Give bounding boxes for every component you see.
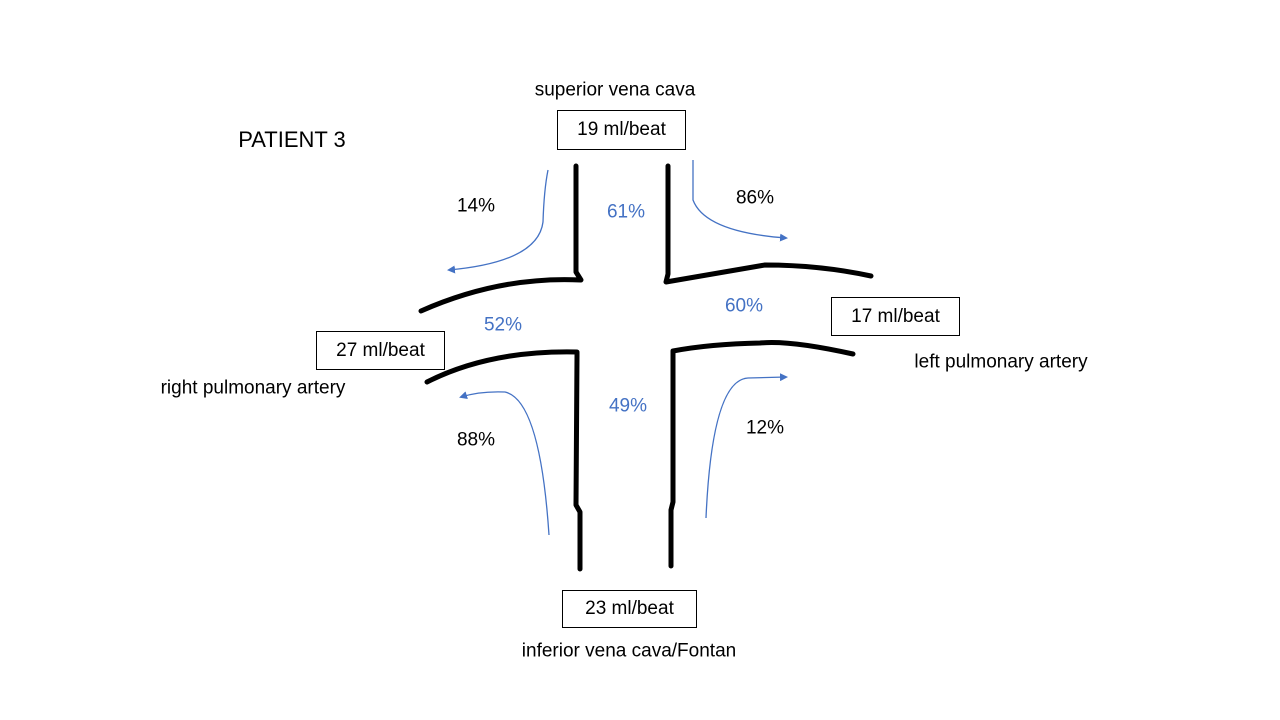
pct-ivc-share: 49% bbox=[608, 395, 648, 417]
flow-arrow-svc-to-rpa bbox=[447, 169, 549, 274]
pct-ivc-to-rpa: 88% bbox=[456, 429, 496, 451]
rpa-flow-box: 27 ml/beat bbox=[316, 331, 445, 370]
svc-left-rpa-upper-wall bbox=[418, 163, 584, 314]
svc-label: superior vena cava bbox=[534, 79, 696, 101]
pct-lpa-share: 60% bbox=[724, 295, 764, 317]
svc-right-lpa-upper-wall bbox=[663, 163, 874, 285]
ivc-flow-box: 23 ml/beat bbox=[562, 590, 697, 628]
flow-arrow-ivc-to-lpa bbox=[705, 373, 788, 519]
svc-flow-box: 19 ml/beat bbox=[557, 110, 686, 150]
flow-arrow-ivc-to-rpa bbox=[459, 391, 550, 536]
ivc-label: inferior vena cava/Fontan bbox=[521, 640, 737, 662]
page-title: PATIENT 3 bbox=[238, 127, 346, 152]
rpa-lower-ivc-left-wall bbox=[424, 349, 583, 572]
pct-svc-to-lpa: 86% bbox=[735, 187, 775, 209]
flow-arrow-svc-to-lpa bbox=[692, 160, 788, 242]
pct-ivc-to-lpa: 12% bbox=[745, 417, 785, 439]
pct-rpa-share: 52% bbox=[483, 314, 523, 336]
pct-svc-to-rpa: 14% bbox=[456, 195, 496, 217]
rpa-label: right pulmonary artery bbox=[160, 377, 346, 399]
lpa-lower-ivc-right-wall bbox=[668, 339, 856, 569]
lpa-flow-box: 17 ml/beat bbox=[831, 297, 960, 336]
pct-svc-share: 61% bbox=[606, 201, 646, 223]
lpa-label: left pulmonary artery bbox=[914, 351, 1088, 373]
